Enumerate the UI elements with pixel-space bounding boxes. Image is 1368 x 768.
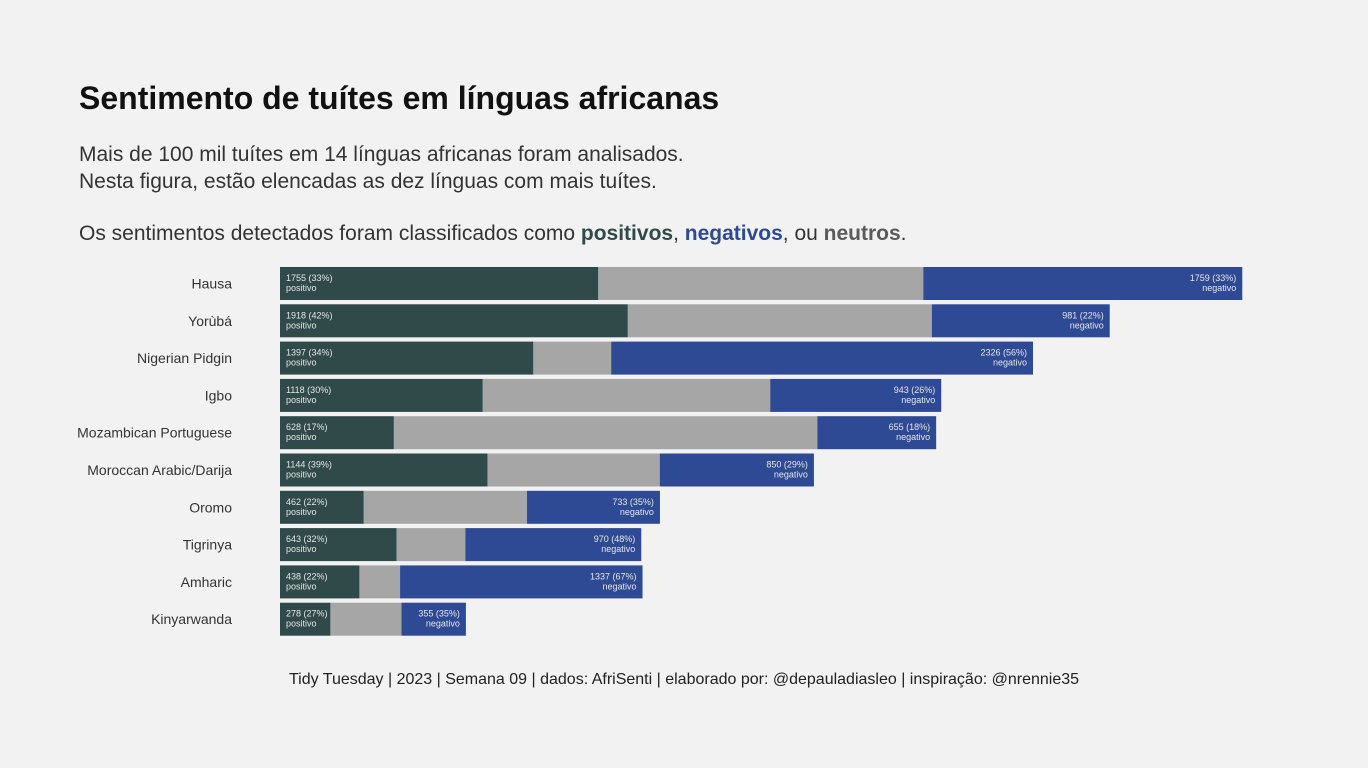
legend-positive: positivos (580, 222, 674, 245)
chart-title: Sentimento de tuítes em línguas africana… (79, 80, 720, 116)
value-label-positive-igbo: 1118 (30%) (286, 385, 331, 395)
bar-positive-igbo (280, 378, 483, 412)
bar-positive-hausa (280, 267, 599, 300)
tag-label-negative-oromo: negativo (620, 507, 654, 517)
tag-label-positive-kinyarwanda: positivo (286, 619, 317, 629)
value-label-positive-mozambican-portuguese: 628 (17%) (286, 422, 328, 432)
tag-label-negative-tigrinya: negativo (601, 544, 635, 554)
bar-neutral-hausa (598, 267, 924, 300)
tag-label-positive-moroccan-arabic-darija: positivo (286, 470, 317, 480)
bar-neutral-igbo (482, 378, 771, 412)
legend-suffix: . (900, 222, 907, 245)
category-label-hausa: Hausa (192, 276, 233, 292)
bar-neutral-yor-b- (627, 304, 932, 338)
subtitle-line-1: Mais de 100 mil tuítes em 14 línguas afr… (79, 143, 684, 166)
value-label-negative-kinyarwanda: 355 (35%) (418, 609, 460, 619)
tag-label-positive-nigerian-pidgin: positivo (286, 358, 317, 368)
category-label-oromo: Oromo (189, 499, 232, 515)
bar-negative-moroccan-arabic-darija (659, 453, 814, 487)
value-label-negative-tigrinya: 970 (48%) (594, 534, 636, 544)
tag-label-negative-mozambican-portuguese: negativo (896, 432, 930, 442)
tag-label-negative-hausa: negativo (1202, 283, 1236, 293)
value-label-negative-yor-b-: 981 (22%) (1062, 310, 1104, 320)
bar-neutral-moroccan-arabic-darija (487, 453, 660, 487)
tag-label-positive-amharic: positivo (286, 581, 317, 591)
category-label-tigrinya: Tigrinya (183, 537, 232, 553)
footer-caption: Tidy Tuesday | 2023 | Semana 09 | dados:… (288, 671, 1080, 688)
bar-positive-tigrinya (280, 528, 397, 562)
bar-negative-mozambican-portuguese (817, 416, 937, 450)
bar-negative-tigrinya (465, 528, 642, 562)
bar-positive-moroccan-arabic-darija (280, 453, 488, 487)
category-label-igbo: Igbo (205, 387, 232, 403)
value-label-positive-moroccan-arabic-darija: 1144 (39%) (286, 460, 332, 470)
bar-negative-kinyarwanda (401, 602, 466, 636)
bar-negative-nigerian-pidgin (611, 341, 1034, 375)
category-label-moroccan-arabic-darija: Moroccan Arabic/Darija (87, 462, 232, 478)
value-label-positive-oromo: 462 (22%) (286, 497, 328, 507)
legend-negative: negativos (684, 222, 783, 245)
value-label-negative-igbo: 943 (26%) (894, 385, 936, 395)
legend-neutral: neutros (823, 222, 901, 245)
tag-label-positive-oromo: positivo (286, 507, 317, 517)
bar-negative-hausa (923, 267, 1243, 300)
legend-separator-1: , (673, 222, 685, 245)
tag-label-negative-amharic: negativo (603, 581, 637, 591)
category-label-mozambican-portuguese: Mozambican Portuguese (77, 425, 232, 441)
bar-positive-amharic (280, 565, 360, 599)
tag-label-negative-moroccan-arabic-darija: negativo (774, 470, 808, 480)
category-label-amharic: Amharic (181, 574, 232, 590)
category-label-nigerian-pidgin: Nigerian Pidgin (137, 350, 232, 366)
category-label-kinyarwanda: Kinyarwanda (151, 611, 232, 627)
value-label-positive-yor-b-: 1918 (42%) (286, 310, 333, 320)
legend-prefix: Os sentimentos detectados foram classifi… (79, 222, 581, 245)
bar-negative-oromo (527, 490, 660, 524)
value-label-negative-moroccan-arabic-darija: 850 (29%) (766, 460, 808, 470)
tag-label-negative-nigerian-pidgin: negativo (993, 358, 1027, 368)
value-label-negative-nigerian-pidgin: 2326 (56%) (980, 348, 1027, 358)
legend-separator-2: , ou (782, 222, 824, 245)
value-label-negative-hausa: 1759 (33%) (1190, 273, 1237, 283)
bar-negative-yor-b- (931, 304, 1110, 338)
tag-label-positive-mozambican-portuguese: positivo (286, 432, 317, 442)
tag-label-positive-hausa: positivo (286, 283, 317, 293)
category-label-yor-b-: Yorùbá (188, 313, 232, 329)
bar-neutral-nigerian-pidgin (533, 341, 612, 375)
bar-neutral-mozambican-portuguese (393, 416, 818, 450)
bar-positive-mozambican-portuguese (280, 416, 394, 450)
tag-label-positive-yor-b-: positivo (286, 320, 317, 330)
tag-label-positive-tigrinya: positivo (286, 544, 317, 554)
tag-label-negative-kinyarwanda: negativo (426, 619, 460, 629)
value-label-negative-mozambican-portuguese: 655 (18%) (889, 422, 931, 432)
value-label-positive-nigerian-pidgin: 1397 (34%) (286, 348, 333, 358)
value-label-negative-amharic: 1337 (67%) (590, 571, 637, 581)
bar-positive-kinyarwanda (280, 602, 331, 636)
bar-positive-oromo (280, 490, 364, 524)
tag-label-negative-yor-b-: negativo (1070, 320, 1104, 330)
value-label-positive-kinyarwanda: 278 (27%) (286, 609, 328, 619)
bar-positive-yor-b- (280, 304, 628, 338)
bar-neutral-oromo (363, 490, 528, 524)
value-label-positive-hausa: 1755 (33%) (286, 273, 333, 283)
bar-negative-amharic (400, 565, 643, 599)
bar-neutral-tigrinya (396, 528, 466, 562)
value-label-positive-amharic: 438 (22%) (286, 571, 328, 581)
bar-neutral-kinyarwanda (330, 602, 402, 636)
tag-label-positive-igbo: positivo (286, 395, 317, 405)
bar-neutral-amharic (359, 565, 401, 599)
tag-label-negative-igbo: negativo (901, 395, 935, 405)
value-label-positive-tigrinya: 643 (32%) (286, 534, 328, 544)
value-label-negative-oromo: 733 (35%) (612, 497, 654, 507)
subtitle-line-2: Nesta figura, estão elencadas as dez lín… (79, 170, 657, 193)
bar-positive-nigerian-pidgin (280, 341, 534, 375)
color-legend-text: Os sentimentos detectados foram classifi… (79, 222, 907, 246)
bar-negative-igbo (770, 378, 942, 412)
